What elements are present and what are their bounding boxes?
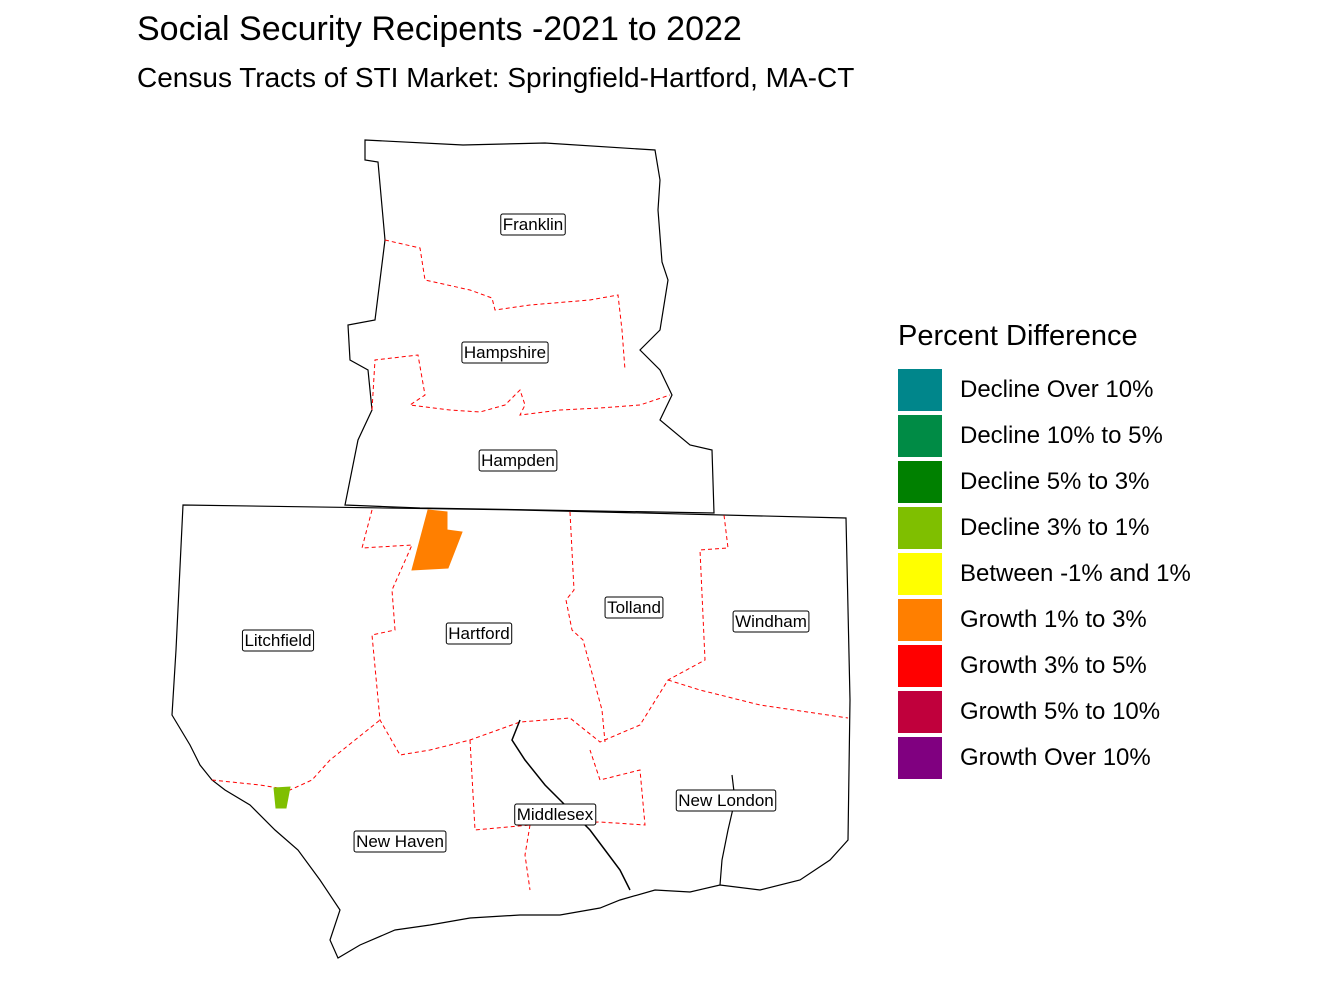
legend-swatch xyxy=(898,599,942,641)
legend-label: Growth 1% to 3% xyxy=(960,606,1147,633)
map-title: Social Security Recipents -2021 to 2022 xyxy=(137,10,742,48)
legend-item: Decline 5% to 3% xyxy=(898,459,1191,505)
legend-item: Growth 1% to 3% xyxy=(898,597,1191,643)
county-label-hampshire: Hampshire xyxy=(461,341,549,364)
legend-swatch xyxy=(898,645,942,687)
tract-newhaven-decline xyxy=(273,786,291,809)
legend-swatch xyxy=(898,369,942,411)
county-label-franklin: Franklin xyxy=(500,213,566,236)
legend-item: Growth Over 10% xyxy=(898,735,1191,781)
legend-item: Decline 3% to 1% xyxy=(898,505,1191,551)
svg-text:Windham: Windham xyxy=(735,612,807,631)
county-label-middlesex: Middlesex xyxy=(514,803,597,826)
legend-swatch xyxy=(898,507,942,549)
legend-item: Decline Over 10% xyxy=(898,367,1191,413)
legend-item: Between -1% and 1% xyxy=(898,551,1191,597)
legend-label: Growth Over 10% xyxy=(960,744,1151,771)
county-label-new-london: New London xyxy=(675,789,777,812)
legend-swatch xyxy=(898,737,942,779)
legend-label: Decline Over 10% xyxy=(960,376,1154,403)
county-label-hampden: Hampden xyxy=(478,449,558,472)
legend-item: Growth 5% to 10% xyxy=(898,689,1191,735)
massachusetts-outline xyxy=(344,139,715,514)
county-label-litchfield: Litchfield xyxy=(241,629,315,652)
legend-item: Growth 3% to 5% xyxy=(898,643,1191,689)
legend-label: Between -1% and 1% xyxy=(960,560,1191,587)
svg-text:Hampshire: Hampshire xyxy=(464,343,546,362)
legend-title: Percent Difference xyxy=(898,320,1138,352)
connecticut-outline xyxy=(171,504,851,959)
legend-swatch xyxy=(898,691,942,733)
svg-text:Litchfield: Litchfield xyxy=(244,631,311,650)
legend-label: Growth 3% to 5% xyxy=(960,652,1147,679)
legend-label: Decline 3% to 1% xyxy=(960,514,1150,541)
county-label-tolland: Tolland xyxy=(604,596,664,619)
legend: Percent Difference Decline Over 10% Decli… xyxy=(898,320,1191,781)
legend-swatch xyxy=(898,415,942,457)
svg-text:Tolland: Tolland xyxy=(607,598,661,617)
county-boundaries xyxy=(211,239,849,891)
svg-text:Hampden: Hampden xyxy=(481,451,555,470)
map-subtitle: Census Tracts of STI Market: Springfield… xyxy=(137,62,855,93)
svg-text:Hartford: Hartford xyxy=(448,624,509,643)
tract-hartford-growth xyxy=(411,509,463,571)
svg-text:New Haven: New Haven xyxy=(356,832,444,851)
county-label-hartford: Hartford xyxy=(445,622,513,645)
legend-label: Decline 5% to 3% xyxy=(960,468,1150,495)
svg-text:Middlesex: Middlesex xyxy=(517,805,594,824)
legend-item: Decline 10% to 5% xyxy=(898,413,1191,459)
county-label-windham: Windham xyxy=(732,610,810,633)
svg-text:Franklin: Franklin xyxy=(503,215,563,234)
legend-label: Growth 5% to 10% xyxy=(960,698,1161,725)
legend-label: Decline 10% to 5% xyxy=(960,422,1163,449)
legend-swatch xyxy=(898,461,942,503)
legend-swatch xyxy=(898,553,942,595)
county-label-new-haven: New Haven xyxy=(353,830,447,853)
svg-text:New London: New London xyxy=(678,791,773,810)
